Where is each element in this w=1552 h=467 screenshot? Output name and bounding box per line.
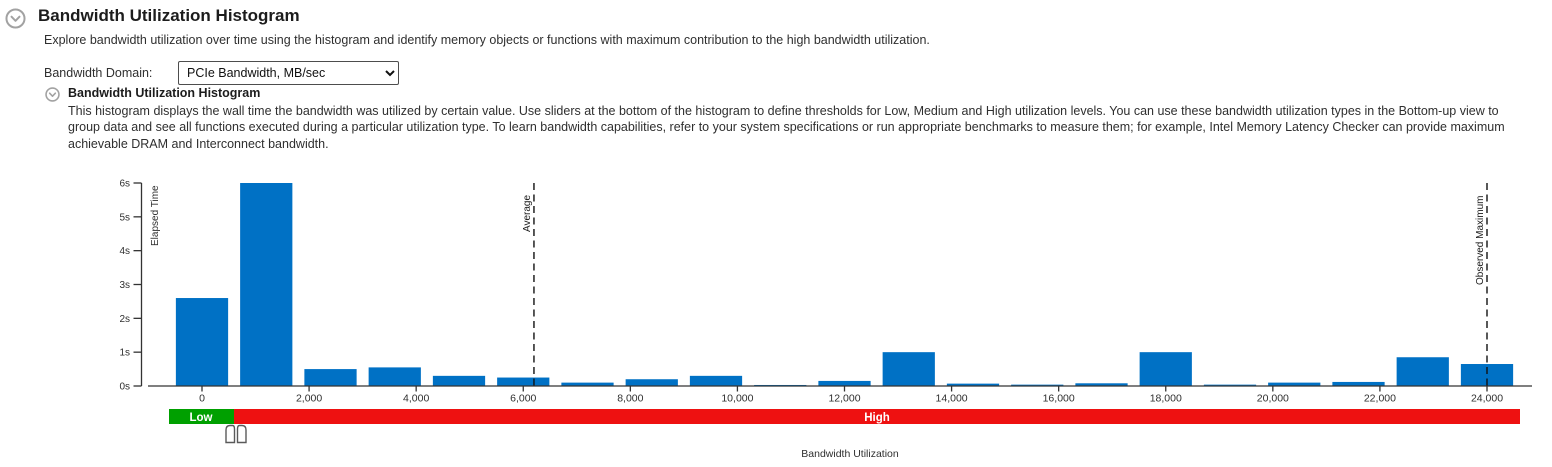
collapse-subsection-icon[interactable] (45, 87, 60, 102)
y-tick-label: 6s (119, 179, 130, 190)
y-tick-label: 2s (119, 314, 130, 325)
histogram-bar (882, 352, 935, 386)
x-tick-label: 22,000 (1364, 393, 1396, 405)
histogram-bar (561, 382, 614, 386)
x-axis-title: Bandwidth Utilization (801, 448, 899, 460)
histogram-bar (1139, 352, 1192, 386)
x-tick-label: 6,000 (510, 393, 536, 405)
histogram-bar (1011, 384, 1064, 386)
y-tick-label: 5s (119, 212, 130, 223)
y-tick-label: 0s (119, 382, 130, 393)
section-description: This histogram displays the wall time th… (68, 104, 1505, 151)
x-tick-label: 18,000 (1150, 393, 1182, 405)
histogram-bar (1332, 381, 1385, 386)
slider-threshold-handle-right[interactable] (236, 424, 247, 444)
x-tick-label: 2,000 (296, 393, 322, 405)
utilization-slider: Low High (169, 409, 1520, 444)
histogram-bar (497, 377, 550, 386)
histogram-bar (946, 383, 1000, 386)
histogram-bar (1460, 364, 1514, 386)
histogram-bar (432, 375, 486, 386)
histogram-bar (240, 183, 293, 386)
x-tick-label: 8,000 (617, 393, 643, 405)
histogram-bar (1075, 383, 1128, 386)
section-title: Bandwidth Utilization Histogram (68, 86, 261, 100)
page-subtitle: Explore bandwidth utilization over time … (44, 33, 930, 47)
x-tick-label: 24,000 (1471, 393, 1503, 405)
slider-high-region (234, 409, 1520, 424)
slider-threshold-handle-left[interactable] (225, 424, 236, 444)
x-tick-label: 20,000 (1257, 393, 1289, 405)
histogram-bar (625, 379, 678, 386)
y-axis-title: Elapsed Time (150, 185, 161, 246)
histogram-bar (1268, 382, 1321, 386)
x-tick-label: 4,000 (403, 393, 429, 405)
x-tick-label: 14,000 (936, 393, 968, 405)
y-tick-label: 4s (119, 246, 130, 257)
x-tick-label: 16,000 (1043, 393, 1075, 405)
x-tick-label: 0 (199, 393, 205, 405)
histogram-bar (689, 375, 743, 386)
bandwidth-domain-select[interactable]: PCIe Bandwidth, MB/sec (178, 61, 399, 85)
x-tick-label: 10,000 (721, 393, 753, 405)
collapse-section-icon[interactable] (5, 8, 26, 29)
slider-low-region (169, 409, 234, 424)
slider-high-label: High (864, 412, 890, 424)
y-tick-label: 3s (119, 280, 130, 291)
histogram-bar (1203, 384, 1257, 386)
histogram-bar (175, 298, 229, 386)
bandwidth-domain-label: Bandwidth Domain: (44, 66, 153, 80)
x-tick-label: 12,000 (828, 393, 860, 405)
histogram-bar (368, 367, 421, 386)
observed-maximum-label: Observed Maximum (1475, 196, 1486, 285)
histogram-bar (1396, 357, 1449, 386)
y-tick-label: 1s (119, 348, 130, 359)
average-label: Average (522, 194, 533, 232)
histogram-bar (818, 380, 871, 386)
histogram-bar (304, 369, 357, 386)
page-title: Bandwidth Utilization Histogram (38, 6, 300, 25)
slider-low-label: Low (190, 412, 213, 424)
